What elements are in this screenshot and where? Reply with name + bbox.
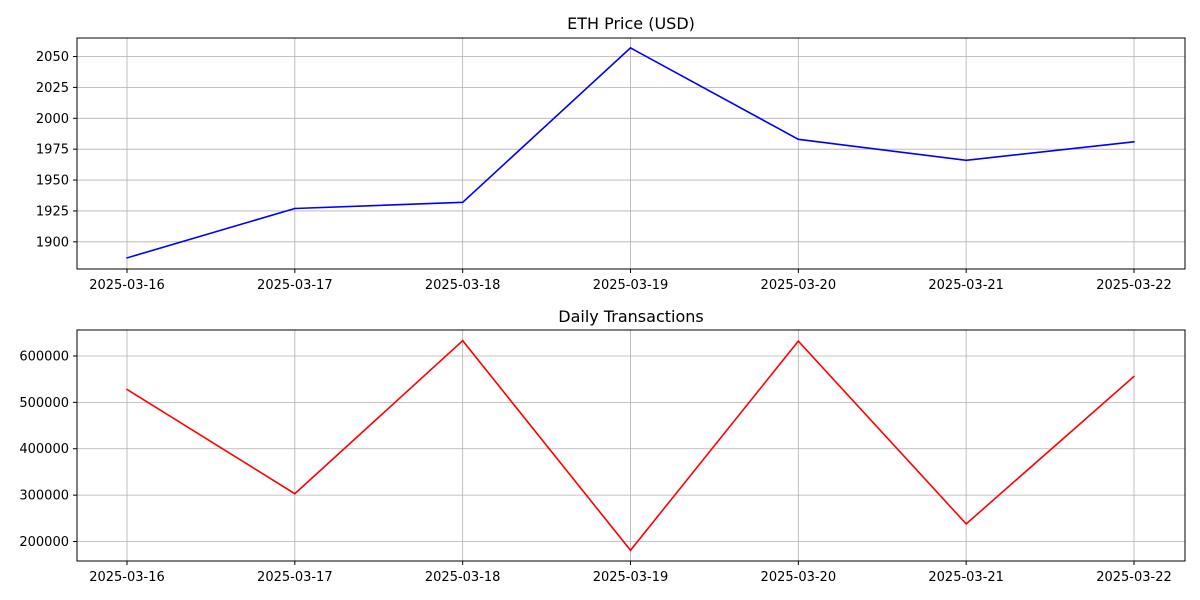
eth-price-y-tick-label: 2025 xyxy=(36,81,69,96)
daily-transactions-x-tick-label: 2025-03-18 xyxy=(425,570,501,585)
eth-price-y-tick-label: 1950 xyxy=(36,174,69,189)
eth-price-y-tick-label: 1975 xyxy=(36,143,69,158)
eth-price-data-point xyxy=(294,207,296,210)
daily-transactions-plot-frame xyxy=(76,329,1186,562)
daily-transactions-y-tick-label: 500000 xyxy=(19,396,69,411)
eth-price-data-point xyxy=(629,47,632,49)
daily-transactions-data-point xyxy=(965,523,967,525)
daily-transactions-y-tick-label: 600000 xyxy=(19,349,69,364)
daily-transactions-x-tick-label: 2025-03-19 xyxy=(593,570,669,585)
daily-transactions-x-tick-label: 2025-03-20 xyxy=(761,570,837,585)
daily-transactions-data-point xyxy=(629,549,632,552)
eth-price-data-point xyxy=(126,257,128,259)
daily-transactions-panel: Daily Transactions 2025-03-16 2025-03-17 2… xyxy=(19,307,1186,585)
daily-transactions-x-tick-label: 2025-03-17 xyxy=(257,570,333,585)
eth-price-x-tick-label: 2025-03-20 xyxy=(761,278,837,293)
daily-transactions-data-point xyxy=(126,388,128,391)
eth-price-data-point xyxy=(1133,140,1135,143)
daily-transactions-y-tick-label: 300000 xyxy=(19,489,69,504)
daily-transactions-data-point xyxy=(797,340,800,342)
daily-transactions-x-tick-label: 2025-03-21 xyxy=(928,570,1004,585)
daily-transactions-data-point xyxy=(461,339,464,342)
daily-transactions-x-tick-label: 2025-03-22 xyxy=(1096,570,1172,585)
daily-transactions-title: Daily Transactions xyxy=(558,307,703,326)
daily-transactions-x-tick-label: 2025-03-16 xyxy=(89,570,165,585)
daily-transactions-data-point xyxy=(1133,375,1135,378)
daily-transactions-y-tick-label: 400000 xyxy=(19,442,69,457)
eth-price-plot-frame xyxy=(76,37,1186,270)
eth-price-panel: ETH Price (USD) 2025-03-16 2025-03-17 2025… xyxy=(36,14,1186,293)
eth-price-x-tick-label: 2025-03-18 xyxy=(425,278,501,293)
eth-price-y-tick-label: 2000 xyxy=(36,112,69,127)
eth-price-x-tick-label: 2025-03-22 xyxy=(1096,278,1172,293)
eth-price-y-tick-label: 1900 xyxy=(36,235,69,250)
eth-price-x-tick-label: 2025-03-16 xyxy=(89,278,165,293)
eth-price-data-point xyxy=(965,159,967,162)
eth-price-x-tick-label: 2025-03-21 xyxy=(928,278,1004,293)
eth-price-data-point xyxy=(797,138,800,141)
eth-price-x-tick-label: 2025-03-17 xyxy=(257,278,333,293)
daily-transactions-data-point xyxy=(294,492,296,495)
daily-transactions-y-tick-label: 200000 xyxy=(19,535,69,550)
eth-price-title: ETH Price (USD) xyxy=(567,14,695,33)
eth-price-data-point xyxy=(461,201,464,204)
eth-price-y-tick-label: 1925 xyxy=(36,204,69,219)
eth-price-x-tick-label: 2025-03-19 xyxy=(593,278,669,293)
eth-price-y-tick-label: 2050 xyxy=(36,50,69,65)
